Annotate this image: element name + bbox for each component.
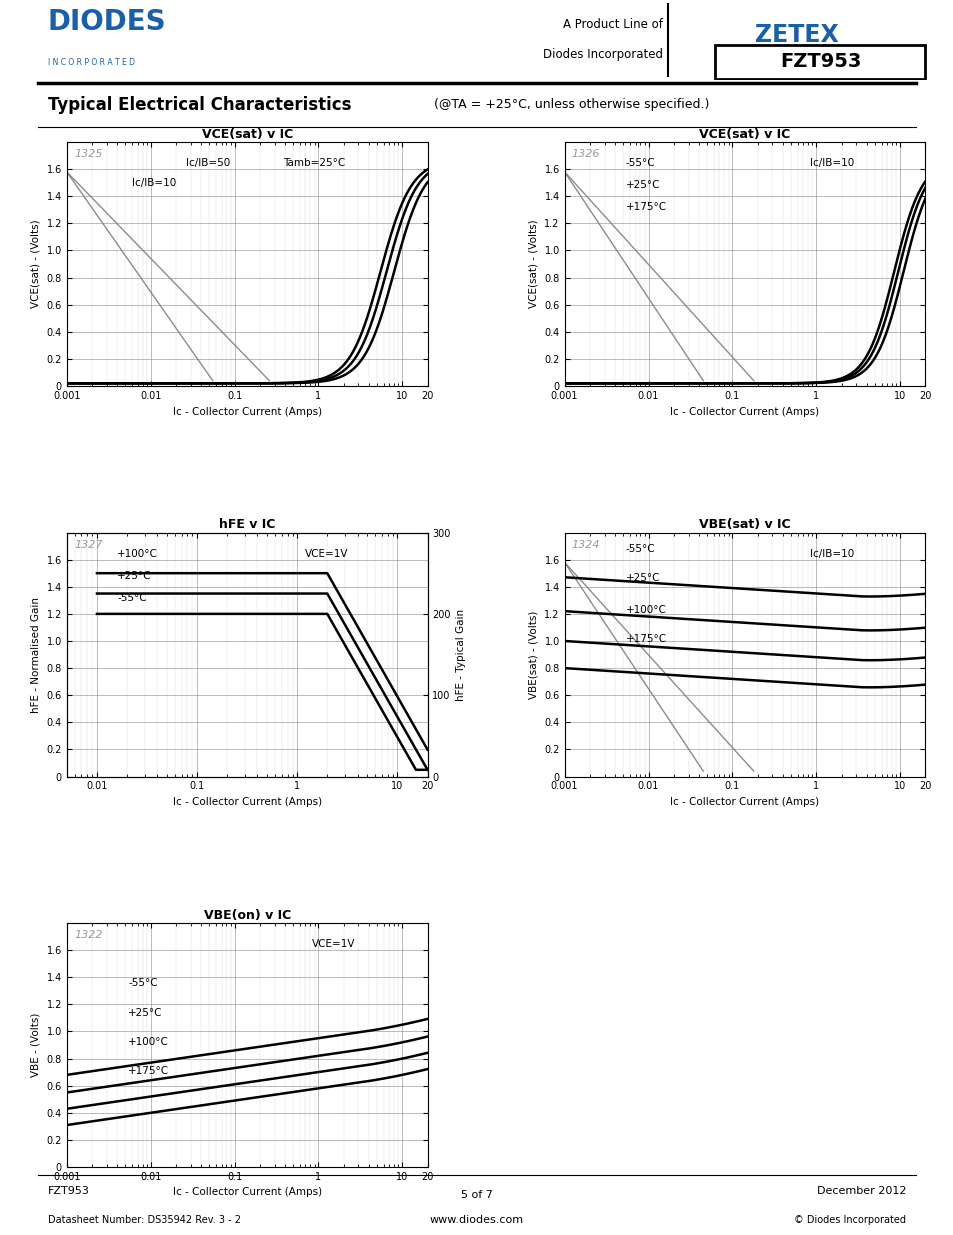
X-axis label: Ic - Collector Current (Amps): Ic - Collector Current (Amps) <box>172 406 321 416</box>
Text: +25°C: +25°C <box>625 180 659 190</box>
Text: © Diodes Incorporated: © Diodes Incorporated <box>794 1215 905 1225</box>
Y-axis label: VCE(sat) - (Volts): VCE(sat) - (Volts) <box>528 220 538 309</box>
Text: 5 of 7: 5 of 7 <box>460 1189 493 1199</box>
Text: VCE=1V: VCE=1V <box>305 548 348 559</box>
Text: Datasheet Number: DS35942 Rev. 3 - 2: Datasheet Number: DS35942 Rev. 3 - 2 <box>48 1215 240 1225</box>
X-axis label: Ic - Collector Current (Amps): Ic - Collector Current (Amps) <box>670 797 819 806</box>
FancyBboxPatch shape <box>715 44 924 79</box>
Text: 1322: 1322 <box>74 930 102 940</box>
Text: +100°C: +100°C <box>117 548 158 559</box>
Y-axis label: VBE(sat) - (Volts): VBE(sat) - (Volts) <box>528 610 538 699</box>
Text: ZETEX: ZETEX <box>754 22 838 47</box>
Text: FZT953: FZT953 <box>779 52 861 72</box>
Text: (@TA = +25°C, unless otherwise specified.): (@TA = +25°C, unless otherwise specified… <box>434 99 709 111</box>
Title: hFE v IC: hFE v IC <box>219 519 275 531</box>
Text: 1325: 1325 <box>74 149 102 159</box>
Y-axis label: VBE - (Volts): VBE - (Volts) <box>30 1013 41 1077</box>
Text: www.diodes.com: www.diodes.com <box>430 1215 523 1225</box>
Text: -55°C: -55°C <box>625 545 655 555</box>
Text: Diodes Incorporated: Diodes Incorporated <box>542 48 662 61</box>
Text: -55°C: -55°C <box>128 978 157 988</box>
X-axis label: Ic - Collector Current (Amps): Ic - Collector Current (Amps) <box>670 406 819 416</box>
Text: 1324: 1324 <box>571 540 599 550</box>
Text: +175°C: +175°C <box>625 635 666 645</box>
Text: 1326: 1326 <box>571 149 599 159</box>
Text: +175°C: +175°C <box>625 203 666 212</box>
Text: 1327: 1327 <box>74 540 102 550</box>
Text: +100°C: +100°C <box>128 1037 169 1047</box>
Text: +25°C: +25°C <box>117 571 152 580</box>
Title: VCE(sat) v IC: VCE(sat) v IC <box>201 128 293 141</box>
Title: VCE(sat) v IC: VCE(sat) v IC <box>699 128 790 141</box>
Text: December 2012: December 2012 <box>816 1187 905 1197</box>
Text: Ic/IB=10: Ic/IB=10 <box>809 158 853 168</box>
X-axis label: Ic - Collector Current (Amps): Ic - Collector Current (Amps) <box>172 1188 321 1198</box>
Y-axis label: hFE - Normalised Gain: hFE - Normalised Gain <box>30 597 41 713</box>
Text: -55°C: -55°C <box>625 158 655 168</box>
Text: FZT953: FZT953 <box>48 1187 90 1197</box>
Text: Ic/IB=50: Ic/IB=50 <box>186 158 230 168</box>
Text: -55°C: -55°C <box>117 593 147 603</box>
Text: Typical Electrical Characteristics: Typical Electrical Characteristics <box>48 96 356 114</box>
Text: A Product Line of: A Product Line of <box>562 17 662 31</box>
Text: I N C O R P O R A T E D: I N C O R P O R A T E D <box>48 58 134 67</box>
X-axis label: Ic - Collector Current (Amps): Ic - Collector Current (Amps) <box>172 797 321 806</box>
Text: Ic/IB=10: Ic/IB=10 <box>132 178 175 188</box>
Title: VBE(on) v IC: VBE(on) v IC <box>203 909 291 921</box>
Text: +25°C: +25°C <box>128 1008 162 1018</box>
Text: DIODES: DIODES <box>48 9 166 37</box>
Text: +25°C: +25°C <box>625 573 659 583</box>
Text: Tamb=25°C: Tamb=25°C <box>283 158 345 168</box>
Y-axis label: VCE(sat) - (Volts): VCE(sat) - (Volts) <box>30 220 41 309</box>
Title: VBE(sat) v IC: VBE(sat) v IC <box>699 519 790 531</box>
Text: VCE=1V: VCE=1V <box>312 940 355 950</box>
Text: +175°C: +175°C <box>128 1066 169 1077</box>
Text: +100°C: +100°C <box>625 605 666 615</box>
Y-axis label: hFE - Typical Gain: hFE - Typical Gain <box>456 609 466 700</box>
Text: Ic/IB=10: Ic/IB=10 <box>809 548 853 559</box>
